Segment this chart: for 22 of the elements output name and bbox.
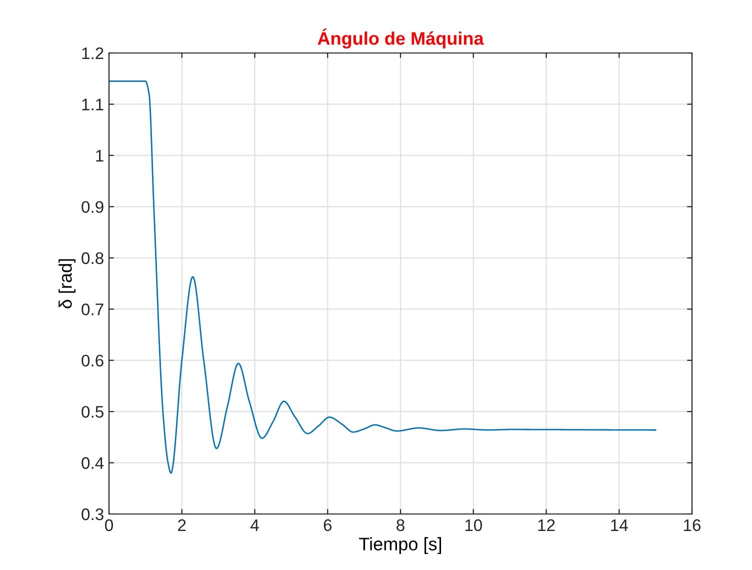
- x-tick-label: 12: [538, 519, 555, 531]
- x-tick-label: 16: [684, 519, 701, 532]
- x-tick-label: 6: [324, 519, 332, 532]
- y-tick-label: 0.8: [82, 252, 104, 264]
- y-tick-label: 1.2: [82, 47, 104, 60]
- y-tick-label: 0.9: [82, 201, 104, 213]
- y-tick-label: 0.5: [82, 406, 104, 418]
- y-tick-label: 0.6: [82, 354, 104, 367]
- chart-title: Ángulo de Máquina: [318, 28, 484, 48]
- x-tick-label: 8: [396, 519, 404, 532]
- y-axis-title: δ [rad]: [58, 259, 76, 308]
- y-tick-label: 0.4: [82, 457, 104, 469]
- x-tick-label: 14: [611, 519, 628, 531]
- x-tick-label: 4: [250, 519, 259, 531]
- y-tick-label: 0.3: [82, 508, 104, 520]
- x-tick-label: 0: [105, 519, 113, 532]
- x-axis-title: Tiempo [s]: [359, 537, 442, 554]
- y-tick-label: 1.1: [82, 98, 104, 110]
- x-tick-label: 10: [465, 519, 482, 532]
- y-tick-label: 0.7: [82, 304, 104, 316]
- x-tick-label: 2: [178, 519, 186, 531]
- y-tick-label: 1: [96, 150, 104, 162]
